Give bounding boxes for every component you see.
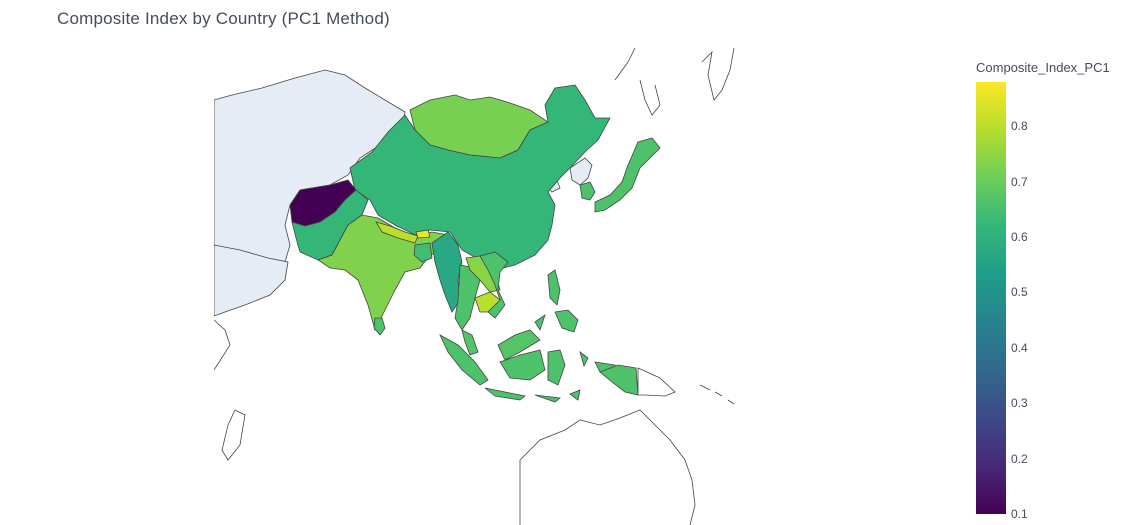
coastline-madagascar xyxy=(221,409,246,461)
colorbar-tick-label: 0.3 xyxy=(1011,396,1028,411)
colorbar-tick-label: 0.4 xyxy=(1011,340,1028,355)
coastline-africa xyxy=(214,319,231,371)
country-philippines[interactable] xyxy=(534,269,579,333)
colorbar-tick-label: 0.5 xyxy=(1011,285,1028,300)
country-japan[interactable] xyxy=(594,137,661,213)
choropleth-map[interactable] xyxy=(0,0,960,525)
colorbar-tick-label: 0.1 xyxy=(1011,507,1028,521)
no-data-png-east xyxy=(637,367,676,397)
no-data-region-arabia xyxy=(214,244,289,317)
country-south-korea[interactable] xyxy=(579,181,596,201)
colorbar-tick-label: 0.7 xyxy=(1011,174,1028,189)
coastline-australia xyxy=(519,409,696,525)
no-data-korea-north xyxy=(569,157,593,186)
colorbar-tick-label: 0.8 xyxy=(1011,119,1028,134)
colorbar-tick-label: 0.6 xyxy=(1011,230,1028,245)
country-myanmar[interactable] xyxy=(431,231,463,313)
coastline-russia-east xyxy=(614,47,735,116)
colorbar xyxy=(976,82,1006,514)
country-papua-new-guinea[interactable] xyxy=(599,364,639,396)
chart-title: Composite Index by Country (PC1 Method) xyxy=(57,9,390,28)
country-nepal[interactable] xyxy=(375,221,419,244)
country-bhutan[interactable] xyxy=(415,229,431,239)
coastline-pacific-islands xyxy=(699,384,735,405)
country-vietnam[interactable] xyxy=(479,251,509,319)
country-sri-lanka[interactable] xyxy=(373,317,386,336)
country-china[interactable] xyxy=(349,84,611,271)
country-bangladesh[interactable] xyxy=(413,242,433,263)
colorbar-tick-label: 0.2 xyxy=(1011,451,1028,466)
colorbar-title: Composite_Index_PC1 xyxy=(976,60,1110,75)
colorbar-gradient xyxy=(976,82,1006,514)
